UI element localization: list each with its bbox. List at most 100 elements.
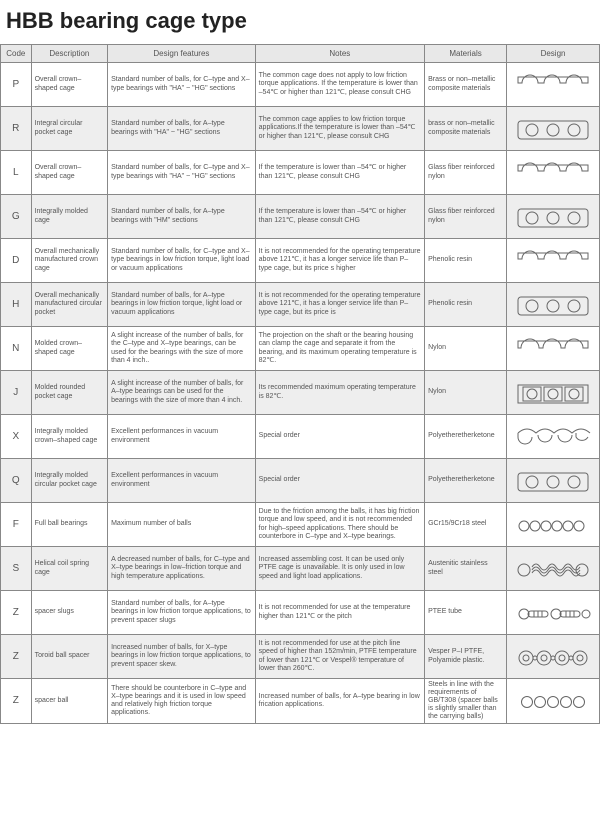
table-row: POverall crown–shaped cageStandard numbe…: [1, 63, 600, 107]
cell-mat: Vesper P–I PTFE, Polyamide plastic.: [425, 635, 507, 679]
cell-desc: spacer slugs: [31, 591, 108, 635]
col-header: Design: [507, 45, 600, 63]
cell-feat: A slight increase of the number of balls…: [108, 327, 256, 371]
cell-notes: The common cage does not apply to low fr…: [255, 63, 424, 107]
cell-desc: Overall mechanically manufactured crown …: [31, 239, 108, 283]
cell-desc: Integral circular pocket cage: [31, 107, 108, 151]
cell-desc: Overall crown–shaped cage: [31, 151, 108, 195]
table-row: JMolded rounded pocket cageA slight incr…: [1, 371, 600, 415]
cell-feat: Increased number of balls, for X–type be…: [108, 635, 256, 679]
cage-table: CodeDescriptionDesign featuresNotesMater…: [0, 44, 600, 724]
cell-feat: Standard number of balls, for A–type bea…: [108, 195, 256, 239]
table-row: FFull ball bearingsMaximum number of bal…: [1, 503, 600, 547]
cell-notes: It is not recommended for the operating …: [255, 283, 424, 327]
cell-notes: The projection on the shaft or the beari…: [255, 327, 424, 371]
cell-code: Z: [1, 591, 32, 635]
cell-design: [507, 327, 600, 371]
cell-code: Z: [1, 635, 32, 679]
cell-notes: If the temperature is lower than –54℃ or…: [255, 195, 424, 239]
cell-design: [507, 635, 600, 679]
table-row: NMolded crown–shaped cageA slight increa…: [1, 327, 600, 371]
cell-mat: GCr15/9Cr18 steel: [425, 503, 507, 547]
cell-feat: Standard number of balls, for C–type and…: [108, 239, 256, 283]
cell-desc: Integrally molded circular pocket cage: [31, 459, 108, 503]
cell-feat: A slight increase of the number of balls…: [108, 371, 256, 415]
cell-mat: Polyetheretherketone: [425, 459, 507, 503]
cell-mat: Nylon: [425, 327, 507, 371]
cell-notes: Due to the friction among the balls, it …: [255, 503, 424, 547]
cell-desc: Helical coil spring cage: [31, 547, 108, 591]
cell-design: [507, 107, 600, 151]
cell-notes: It is not recommended for use at the pit…: [255, 635, 424, 679]
cell-design: [507, 151, 600, 195]
cell-design: [507, 239, 600, 283]
cell-feat: Standard number of balls, for A–type bea…: [108, 107, 256, 151]
cell-design: [507, 415, 600, 459]
cell-mat: PTEE tube: [425, 591, 507, 635]
cell-code: N: [1, 327, 32, 371]
cell-design: [507, 195, 600, 239]
table-row: Zspacer ballThere should be counterbore …: [1, 679, 600, 724]
cell-notes: The common cage applies to low friction …: [255, 107, 424, 151]
cell-design: [507, 679, 600, 724]
page-title: HBB bearing cage type: [0, 0, 600, 44]
cell-code: P: [1, 63, 32, 107]
cell-mat: Brass or non–metallic composite material…: [425, 63, 507, 107]
cell-mat: Steels in line with the requirements of …: [425, 679, 507, 724]
cell-mat: Austenitic stainless steel: [425, 547, 507, 591]
cell-desc: Overall crown–shaped cage: [31, 63, 108, 107]
cell-code: J: [1, 371, 32, 415]
cell-notes: Special order: [255, 415, 424, 459]
cell-desc: Molded rounded pocket cage: [31, 371, 108, 415]
cell-notes: Its recommended maximum operating temper…: [255, 371, 424, 415]
cell-mat: Glass fiber reinforced nylon: [425, 195, 507, 239]
cell-code: S: [1, 547, 32, 591]
table-row: XIntegrally molded crown–shaped cageExce…: [1, 415, 600, 459]
cell-feat: Standard number of balls, for C–type and…: [108, 63, 256, 107]
cell-desc: Molded crown–shaped cage: [31, 327, 108, 371]
table-row: HOverall mechanically manufactured circu…: [1, 283, 600, 327]
cell-mat: Phenolic resin: [425, 239, 507, 283]
table-row: RIntegral circular pocket cageStandard n…: [1, 107, 600, 151]
cell-design: [507, 503, 600, 547]
cell-desc: Toroid ball spacer: [31, 635, 108, 679]
cell-desc: Integrally molded crown–shaped cage: [31, 415, 108, 459]
cell-notes: Increased assembling cost. It can be use…: [255, 547, 424, 591]
cell-notes: It is not recommended for the operating …: [255, 239, 424, 283]
table-row: DOverall mechanically manufactured crown…: [1, 239, 600, 283]
table-row: LOverall crown–shaped cageStandard numbe…: [1, 151, 600, 195]
cell-design: [507, 63, 600, 107]
table-row: SHelical coil spring cageA decreased num…: [1, 547, 600, 591]
table-row: GIntegrally molded cageStandard number o…: [1, 195, 600, 239]
col-header: Code: [1, 45, 32, 63]
cell-notes: It is not recommended for use at the tem…: [255, 591, 424, 635]
cell-code: Z: [1, 679, 32, 724]
cell-code: Q: [1, 459, 32, 503]
table-row: ZToroid ball spacerIncreased number of b…: [1, 635, 600, 679]
cell-feat: Standard number of balls, for A–type bea…: [108, 591, 256, 635]
cell-desc: spacer ball: [31, 679, 108, 724]
col-header: Notes: [255, 45, 424, 63]
cell-code: G: [1, 195, 32, 239]
col-header: Materials: [425, 45, 507, 63]
cell-feat: There should be counterbore in C–type an…: [108, 679, 256, 724]
cell-feat: Excellent performances in vacuum environ…: [108, 415, 256, 459]
cell-desc: Overall mechanically manufactured circul…: [31, 283, 108, 327]
cell-feat: Excellent performances in vacuum environ…: [108, 459, 256, 503]
cell-notes: Special order: [255, 459, 424, 503]
cell-desc: Integrally molded cage: [31, 195, 108, 239]
table-row: Zspacer slugsStandard number of balls, f…: [1, 591, 600, 635]
cell-code: D: [1, 239, 32, 283]
table-row: QIntegrally molded circular pocket cageE…: [1, 459, 600, 503]
cell-code: R: [1, 107, 32, 151]
col-header: Description: [31, 45, 108, 63]
cell-code: L: [1, 151, 32, 195]
cell-design: [507, 459, 600, 503]
cell-mat: Glass fiber reinforced nylon: [425, 151, 507, 195]
cell-feat: Standard number of balls, for A–type bea…: [108, 283, 256, 327]
cell-feat: A decreased number of balls, for C–type …: [108, 547, 256, 591]
cell-code: X: [1, 415, 32, 459]
col-header: Design features: [108, 45, 256, 63]
cell-mat: Phenolic resin: [425, 283, 507, 327]
cell-design: [507, 547, 600, 591]
